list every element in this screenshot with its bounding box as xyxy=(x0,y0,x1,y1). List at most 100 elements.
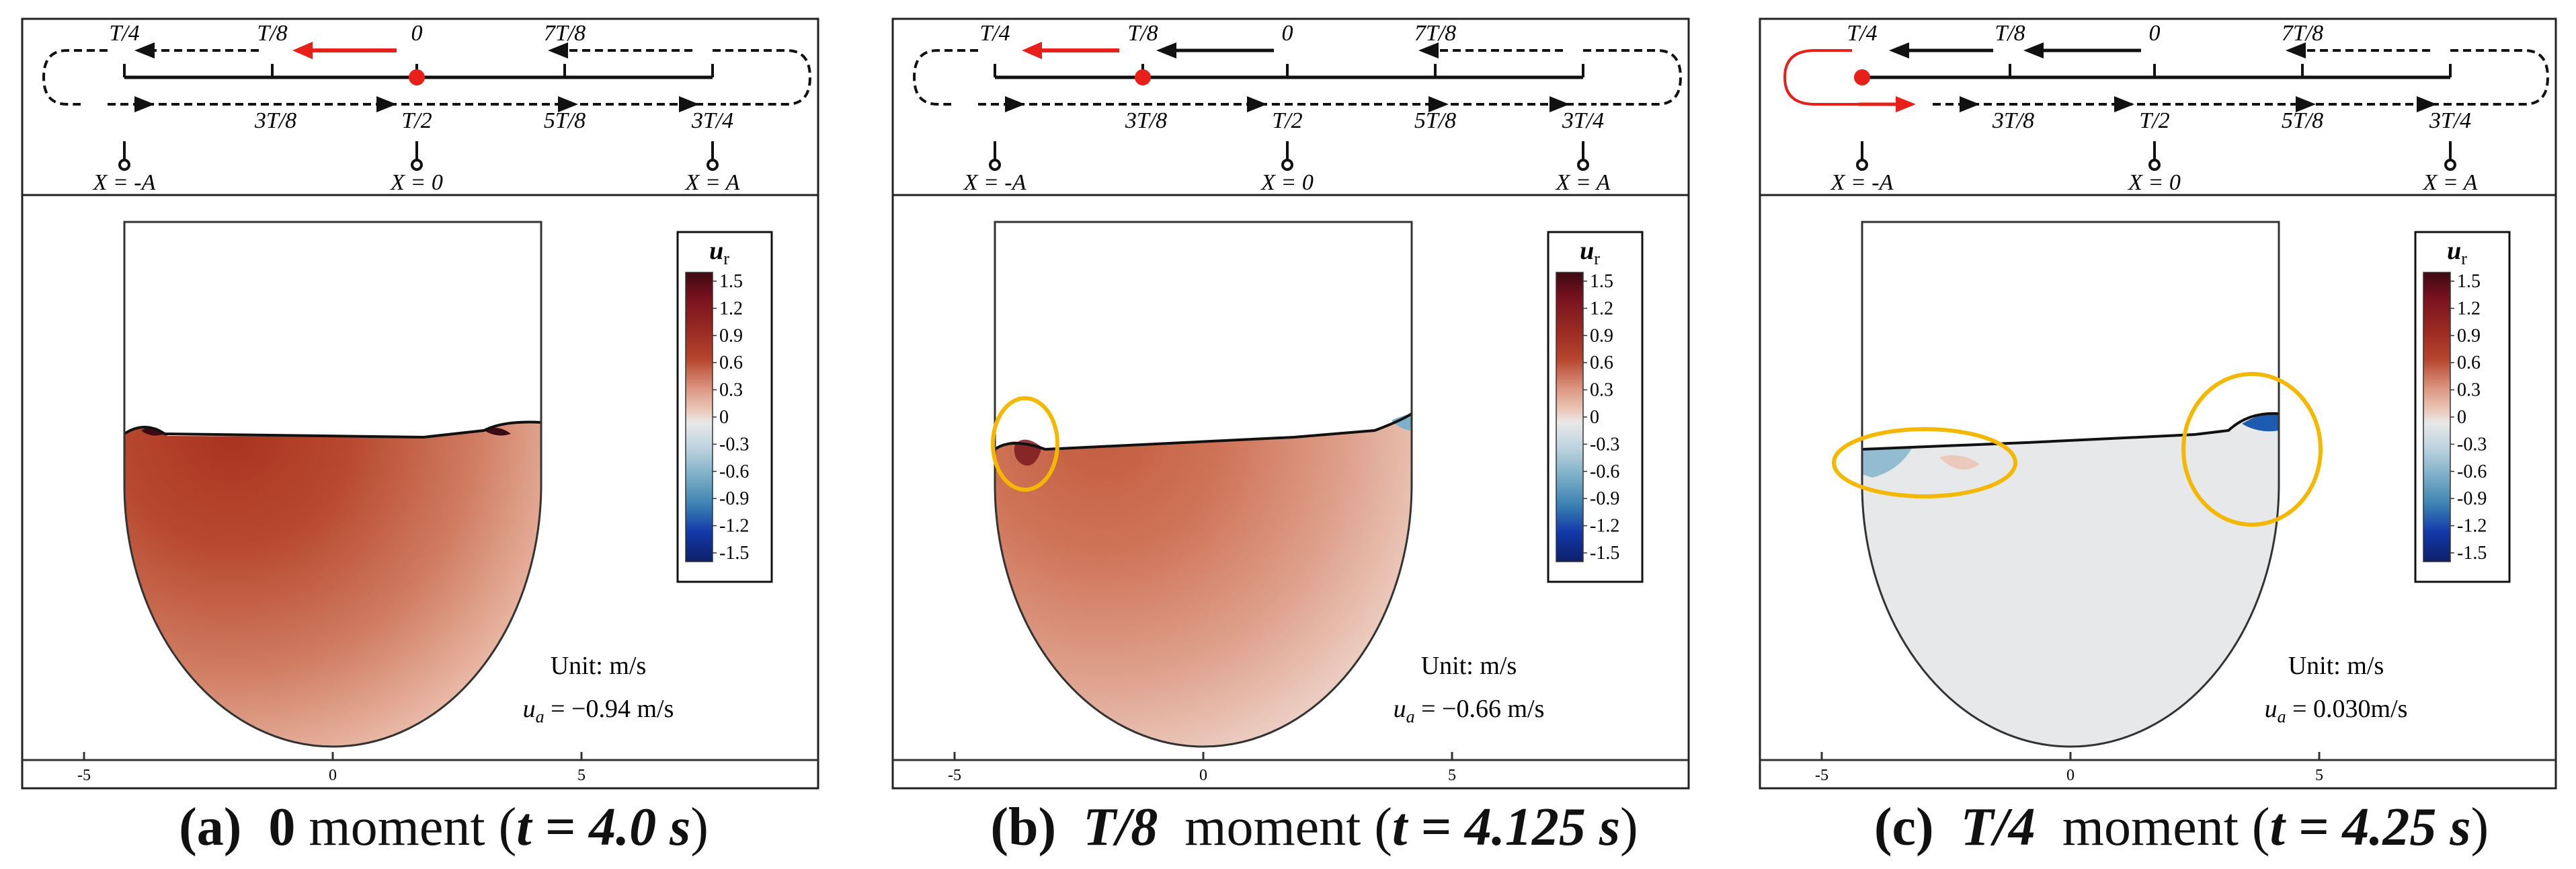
label-7t8: 7T/8 xyxy=(2282,21,2323,46)
arrow-red-top-head xyxy=(1022,42,1042,59)
unit-label: Unit: m/s xyxy=(2288,652,2384,680)
colorbar-tick-label: -1.2 xyxy=(2457,516,2487,537)
label-x-0: X = 0 xyxy=(1260,170,1314,195)
current-position-marker xyxy=(1854,69,1870,85)
colorbar-tick-label: 0.6 xyxy=(1590,352,1613,373)
colorbar-tick-label: -0.6 xyxy=(2457,461,2487,482)
arrow-bot-1 xyxy=(1005,96,1025,112)
left-return xyxy=(42,49,108,106)
colorbar-tick-label: 0 xyxy=(1590,407,1599,428)
highlight-ellipse xyxy=(991,396,1059,492)
label-t2: T/2 xyxy=(2139,108,2169,133)
label-t4: T/4 xyxy=(1847,21,1877,46)
caption-b: (b) T/8 moment (t = 4.125 s) xyxy=(990,798,1638,857)
label-t2: T/2 xyxy=(1272,108,1302,133)
tick-0: 0 xyxy=(1199,767,1207,784)
colorbar-title: ur xyxy=(709,237,729,268)
panel-c: T/4 T/8 0 7T/8 3T/8 T/2 5T/8 3T/4 X = -A… xyxy=(1758,0,2576,869)
coldspot-right xyxy=(2242,413,2279,432)
caption-c: (c) T/4 moment (t = 4.25 s) xyxy=(1874,798,2489,857)
arrow-top-1-head xyxy=(1889,42,1909,59)
current-position-marker xyxy=(1135,69,1151,85)
tick-neg5: -5 xyxy=(948,767,961,784)
arrow-bot-2 xyxy=(376,96,397,112)
arrow-red-bottom-head xyxy=(1896,96,1916,112)
label-3t4: 3T/4 xyxy=(2429,108,2471,133)
label-3t8: 3T/8 xyxy=(1125,108,1167,133)
hotspot-right xyxy=(484,428,511,436)
right-return xyxy=(2450,49,2550,106)
ua-label: ua = 0.030m/s xyxy=(2265,695,2408,726)
plot-frame xyxy=(21,194,819,790)
label-t2: T/2 xyxy=(401,108,432,133)
panel-a: T/4 T/8 0 7T/8 3T/8 T/2 5T/8 3T/4 X = -A… xyxy=(20,0,867,869)
left-return xyxy=(912,49,978,106)
arrow-bot-4 xyxy=(1549,96,1570,112)
x-markers xyxy=(1856,141,2456,171)
colorbar-ticks: 1.5 1.2 0.9 0.6 0.3 0 -0.3 -0.6 -0.9 -1.2 -1.5 xyxy=(2450,271,2487,564)
colorbar-tick-label: 0 xyxy=(719,407,729,428)
label-0: 0 xyxy=(1282,21,1293,46)
colorbar-tick-label: 0.6 xyxy=(719,352,743,373)
arrow-top-1-head xyxy=(134,42,155,59)
free-surface xyxy=(994,412,1413,451)
label-t4: T/4 xyxy=(979,21,1010,46)
label-3t8: 3T/8 xyxy=(1992,108,2034,133)
arrow-top-3-head xyxy=(548,42,568,59)
colorbar-tick-label: -0.6 xyxy=(1590,461,1619,482)
colorbar-gradient xyxy=(1556,272,1584,562)
arrow-bot-4 xyxy=(2417,96,2437,112)
colorbar-tick-label: 1.2 xyxy=(1590,298,1613,319)
label-t8: T/8 xyxy=(257,21,287,46)
tank-fluid xyxy=(1862,413,2279,747)
colorbar-tick-label: -0.6 xyxy=(719,461,749,482)
colorbar-tick-label: -0.9 xyxy=(719,488,749,509)
right-return xyxy=(1583,49,1683,106)
label-t8: T/8 xyxy=(1127,21,1158,46)
unit-label: Unit: m/s xyxy=(1421,652,1517,680)
tank-fluid xyxy=(124,422,541,747)
colorbar-title: ur xyxy=(1580,237,1600,268)
label-x-a: X = A xyxy=(684,170,740,195)
x-markers xyxy=(118,141,719,171)
colorbar-tick-label: -1.5 xyxy=(719,543,749,564)
colorbar-tick-label: -0.3 xyxy=(719,434,749,455)
arrow-bot-1 xyxy=(1960,96,1980,112)
colorbar-ticks: 1.5 1.2 0.9 0.6 0.3 0 -0.3 -0.6 -0.9 -1.2 -1.5 xyxy=(713,271,749,564)
caption-a: (a) 0 moment (t = 4.0 s) xyxy=(179,798,709,857)
highlight-ellipse-right xyxy=(2181,372,2323,527)
tick-neg5: -5 xyxy=(77,767,91,784)
arrow-bot-2 xyxy=(1247,96,1267,112)
tick-5: 5 xyxy=(577,767,586,784)
colorbar-tick-label: 1.2 xyxy=(2457,298,2481,319)
colorbar-tick-label: -0.9 xyxy=(2457,488,2487,509)
tank-wall xyxy=(1861,221,2280,748)
label-5t8: 5T/8 xyxy=(1414,108,1456,133)
colorbar-tick-label: -1.5 xyxy=(1590,543,1619,564)
label-7t8: 7T/8 xyxy=(544,21,586,46)
label-x-neg-a: X = -A xyxy=(963,170,1027,195)
colorbar-tick-label: -0.3 xyxy=(1590,434,1619,455)
colorbar-ticks: 1.5 1.2 0.9 0.6 0.3 0 -0.3 -0.6 -0.9 -1.2 -1.5 xyxy=(1583,271,1619,564)
unit-label: Unit: m/s xyxy=(551,652,647,680)
arrow-bot-1 xyxy=(134,96,155,112)
arrow-bot-3 xyxy=(2296,96,2316,112)
tick-5: 5 xyxy=(1448,767,1456,784)
label-x-0: X = 0 xyxy=(389,170,443,195)
arrow-bot-4 xyxy=(679,96,699,112)
arrow-top-3-head xyxy=(2286,42,2306,59)
arrow-top-2-head xyxy=(1156,42,1176,59)
label-x-neg-a: X = -A xyxy=(1830,170,1894,195)
colorbar-tick-label: 0.3 xyxy=(719,380,743,401)
colorbar-tick-label: -1.2 xyxy=(719,516,749,537)
ua-label: ua = −0.94 m/s xyxy=(523,695,674,726)
colorbar-tick-label: 1.2 xyxy=(719,298,743,319)
current-position-marker xyxy=(409,69,425,85)
tank-wall xyxy=(123,221,542,748)
tick-0: 0 xyxy=(329,767,337,784)
colorbar-tick-label: 0.3 xyxy=(1590,380,1613,401)
label-t8: T/8 xyxy=(1995,21,2025,46)
panel-b-figure: T/4 T/8 0 7T/8 3T/8 T/2 5T/8 3T/4 X = -A… xyxy=(891,17,1690,790)
arrow-red-top-head xyxy=(292,42,313,59)
right-return xyxy=(713,49,812,106)
